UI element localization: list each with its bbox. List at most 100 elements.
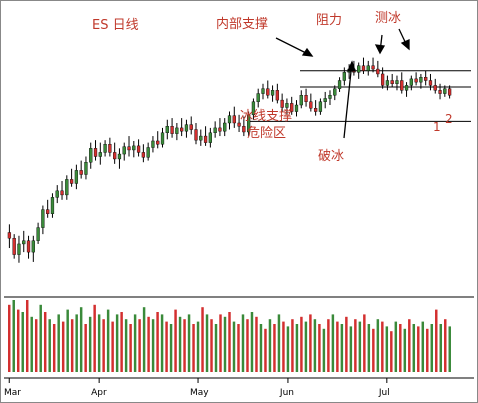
volume-bar bbox=[66, 309, 69, 372]
candle-body bbox=[122, 146, 126, 155]
volume-bar bbox=[358, 321, 362, 372]
volume-bar bbox=[133, 314, 137, 372]
x-tick-label: Jun bbox=[279, 388, 294, 398]
volume-bar bbox=[147, 316, 150, 372]
label-ice-line-support: 冰线支撑 bbox=[240, 109, 292, 124]
volume-bar bbox=[160, 314, 164, 372]
candle-body bbox=[98, 152, 102, 157]
candle-body bbox=[156, 140, 160, 145]
volume-bar bbox=[111, 321, 114, 372]
candle-body bbox=[385, 80, 390, 86]
candle-body bbox=[333, 88, 337, 96]
annotation-arrows bbox=[275, 28, 410, 139]
candle-body bbox=[390, 80, 394, 84]
candle-body bbox=[84, 162, 88, 175]
candle-body bbox=[309, 101, 313, 109]
volume-bar bbox=[70, 319, 74, 372]
volume-bar bbox=[75, 314, 78, 372]
candle-body bbox=[428, 80, 433, 86]
volume-bar bbox=[426, 328, 429, 372]
volume-bar bbox=[97, 314, 101, 372]
candle-body bbox=[26, 240, 31, 253]
candle-body bbox=[194, 129, 198, 141]
candle-body bbox=[213, 127, 217, 134]
volume-bar bbox=[331, 314, 335, 372]
candle-body bbox=[419, 77, 423, 83]
volume-bar bbox=[219, 314, 222, 372]
candle-body bbox=[304, 95, 308, 102]
candle-body bbox=[208, 132, 212, 143]
volume-bar bbox=[174, 309, 177, 372]
x-ticks-layer: Mar Apr May Jun Jul bbox=[4, 378, 390, 398]
candle-body bbox=[280, 99, 284, 108]
candle-body bbox=[127, 146, 131, 151]
candle-body bbox=[323, 98, 327, 102]
volume-bar bbox=[93, 304, 96, 372]
volume-bar bbox=[84, 324, 87, 372]
volume-bar bbox=[403, 328, 407, 372]
volume-bar bbox=[250, 312, 254, 372]
volume-bar bbox=[318, 324, 321, 372]
volume-bar bbox=[376, 319, 380, 372]
volume-bar bbox=[327, 319, 330, 372]
label-point-1: 1 bbox=[433, 120, 441, 134]
arrowhead-test-ice-left bbox=[374, 44, 386, 55]
candle-body bbox=[103, 144, 107, 153]
volume-bar bbox=[282, 321, 285, 372]
candle-body bbox=[409, 78, 413, 86]
volume-bar bbox=[385, 326, 389, 372]
volume-bar bbox=[21, 312, 24, 372]
candle-body bbox=[337, 80, 342, 89]
candle-body bbox=[136, 145, 141, 153]
candle-body bbox=[203, 135, 208, 143]
candle-body bbox=[223, 122, 227, 132]
candle-body bbox=[342, 72, 346, 81]
volume-bar bbox=[169, 324, 173, 372]
volume-bar bbox=[390, 331, 393, 372]
volume-bar bbox=[57, 314, 60, 372]
volume-bar bbox=[8, 304, 11, 372]
volume-bar bbox=[412, 324, 416, 372]
volume-bar bbox=[183, 319, 186, 372]
candle-body bbox=[113, 152, 117, 160]
volume-bar bbox=[381, 321, 384, 372]
candle-body bbox=[313, 108, 318, 112]
volume-bar bbox=[286, 326, 290, 372]
volume-bar bbox=[246, 319, 249, 372]
candle-body bbox=[266, 88, 270, 96]
candle-body bbox=[380, 73, 385, 86]
candle-body bbox=[93, 148, 98, 157]
candle-body bbox=[151, 140, 155, 148]
label-internal-support: 内部支撑 bbox=[216, 16, 268, 32]
volume-bar bbox=[156, 312, 159, 372]
volume-bar bbox=[196, 321, 200, 372]
volume-bar bbox=[394, 321, 398, 372]
volume-bar bbox=[304, 321, 308, 372]
candle-body bbox=[12, 238, 16, 255]
candle-body bbox=[89, 148, 93, 163]
volume-bar bbox=[214, 324, 218, 372]
candle-body bbox=[275, 90, 279, 101]
volume-bar bbox=[205, 314, 209, 372]
candle-body bbox=[424, 77, 428, 81]
volume-bar bbox=[129, 324, 132, 372]
volume-bar bbox=[439, 324, 442, 372]
volume-bar bbox=[228, 312, 231, 372]
volume-bar bbox=[273, 324, 276, 372]
candle-body bbox=[270, 90, 275, 96]
volume-bar bbox=[291, 319, 294, 372]
candle-body bbox=[31, 240, 35, 253]
volume-bar bbox=[448, 326, 451, 372]
volume-bar bbox=[43, 312, 47, 372]
arrowhead-break-ice bbox=[346, 60, 356, 72]
arrowhead-test-ice-right bbox=[400, 39, 410, 51]
candle-body bbox=[41, 209, 45, 228]
candle-body bbox=[22, 240, 26, 245]
candle-body bbox=[7, 232, 12, 239]
volume-bar bbox=[30, 316, 33, 372]
volume-bar bbox=[120, 312, 123, 372]
candle-body bbox=[180, 127, 184, 132]
volume-bar bbox=[187, 314, 191, 372]
x-tick-label: Mar bbox=[4, 388, 21, 398]
volume-bar bbox=[12, 300, 15, 372]
